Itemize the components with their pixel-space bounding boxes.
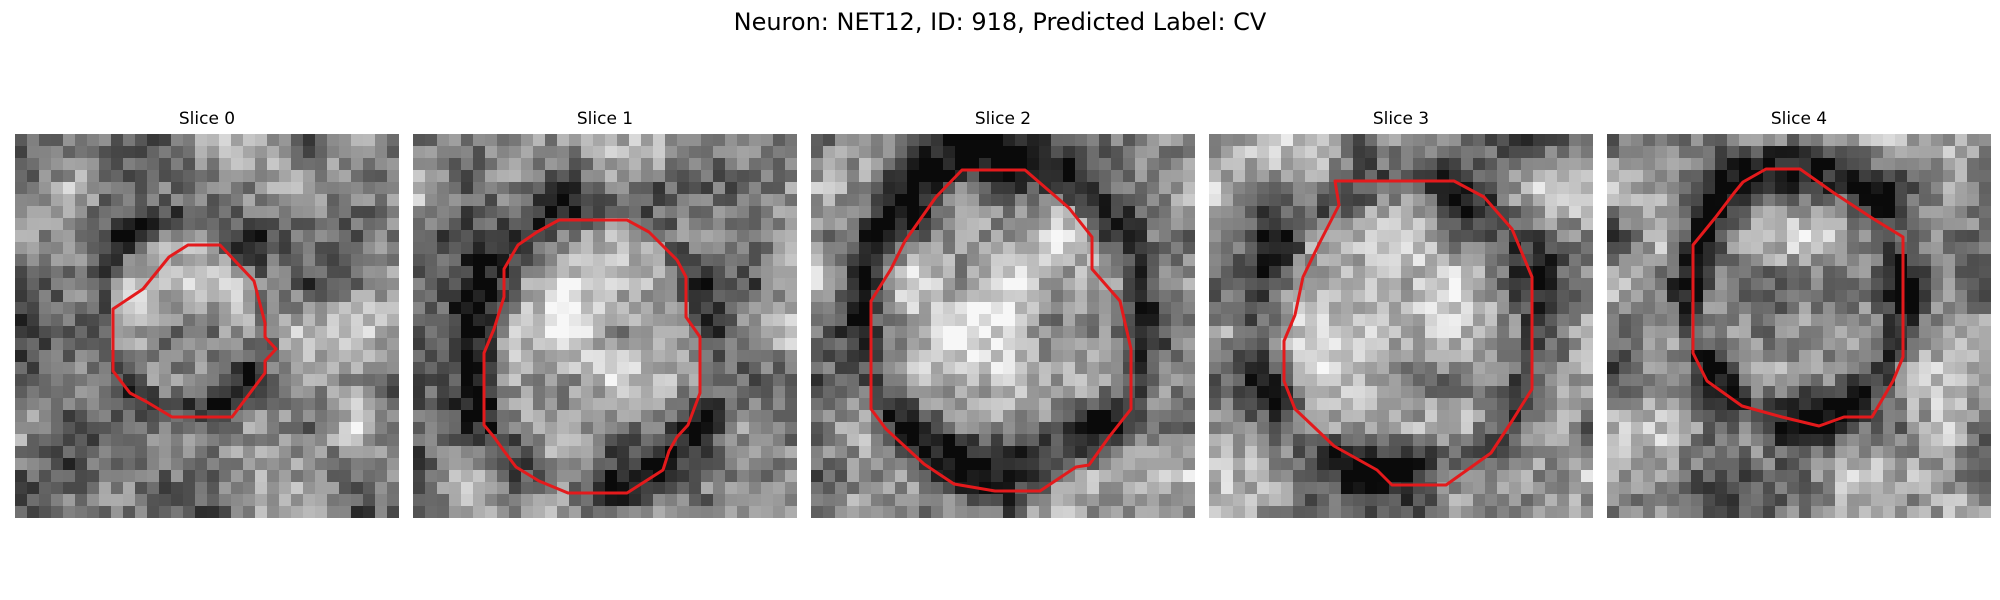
slice-title-4: Slice 4 — [1770, 109, 1828, 129]
slice-panel-3: Slice 3 — [1209, 108, 1593, 518]
slice-image-3 — [1209, 134, 1593, 518]
grayscale-patch-4 — [1607, 134, 1991, 518]
slice-panel-0: Slice 0 — [15, 108, 399, 518]
neuron-contour-2 — [869, 168, 1133, 493]
slice-title-1: Slice 1 — [576, 109, 634, 129]
figure-title: Neuron: NET12, ID: 918, Predicted Label:… — [733, 8, 1267, 36]
slice-image-2 — [811, 134, 1195, 518]
neuron-contour-4 — [1691, 167, 1905, 428]
grayscale-patch-3 — [1209, 134, 1593, 518]
neuron-contour-0 — [111, 243, 278, 419]
slice-title-0: Slice 0 — [178, 109, 236, 129]
grayscale-patch-0 — [15, 134, 399, 518]
neuron-contour-3 — [1282, 179, 1534, 487]
slice-panel-1: Slice 1 — [413, 108, 797, 518]
grayscale-patch-1 — [413, 134, 797, 518]
slice-panel-4: Slice 4 — [1607, 108, 1991, 518]
slice-title-3: Slice 3 — [1372, 109, 1430, 129]
slice-image-0 — [15, 134, 399, 518]
slice-panel-2: Slice 2 — [811, 108, 1195, 518]
grayscale-patch-2 — [811, 134, 1195, 518]
neuron-contour-1 — [482, 218, 702, 495]
slice-image-4 — [1607, 134, 1991, 518]
slice-image-1 — [413, 134, 797, 518]
slice-title-2: Slice 2 — [974, 109, 1032, 129]
